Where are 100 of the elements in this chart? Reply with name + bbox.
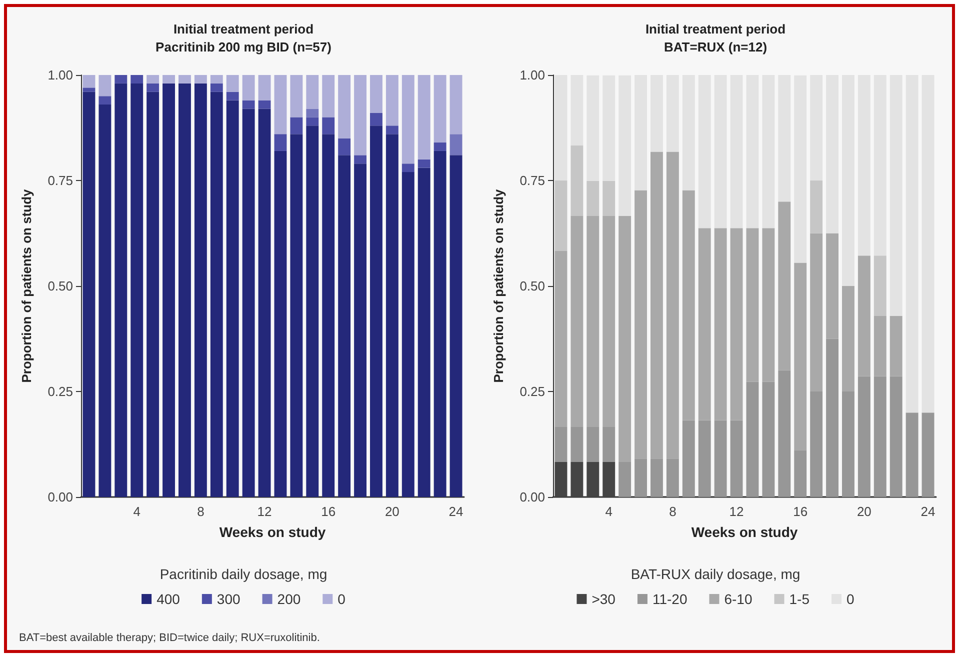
bar	[226, 92, 239, 100]
bar	[570, 216, 584, 427]
bar	[226, 75, 239, 92]
y-tick-label: 0.00	[520, 490, 545, 504]
bar	[570, 145, 584, 216]
bar	[778, 75, 791, 202]
bar	[322, 75, 335, 118]
bar	[178, 75, 191, 84]
bar	[842, 392, 854, 497]
bar	[290, 75, 303, 118]
bar	[194, 83, 207, 497]
bar	[650, 152, 663, 459]
x-tick-label: 4	[605, 504, 612, 519]
bar	[162, 75, 175, 84]
bar	[586, 462, 600, 497]
x-axis-title: Weeks on study	[219, 524, 326, 540]
bar	[82, 88, 96, 92]
bar	[402, 75, 414, 164]
legend-label: 11-20	[652, 591, 688, 607]
bar	[858, 256, 870, 376]
bar	[434, 75, 446, 143]
legend-label: 1-5	[789, 591, 810, 607]
bar	[98, 96, 112, 105]
x-tick-label: 20	[856, 504, 872, 519]
bar	[114, 83, 128, 497]
bar	[338, 138, 351, 156]
bar	[634, 75, 647, 190]
y-tick-label: 0.25	[520, 384, 545, 399]
bar	[434, 142, 446, 151]
x-tick-label: 16	[793, 504, 808, 519]
bar	[306, 75, 319, 109]
bar	[586, 216, 600, 427]
bar	[82, 75, 96, 88]
y-tick-label: 0.00	[48, 490, 73, 504]
bar	[602, 216, 616, 427]
bar	[634, 190, 647, 459]
bar	[730, 75, 743, 228]
text: BAT=best available therapy; BID=twice daily; RUX=ruxolitinib.	[19, 632, 320, 644]
bar	[810, 392, 823, 497]
legend-title: Pacritinib daily dosage, mg	[160, 566, 328, 582]
bar	[386, 134, 398, 497]
bar	[858, 376, 870, 497]
bar	[810, 75, 823, 180]
bar	[242, 108, 255, 497]
bar	[130, 75, 144, 84]
bar	[570, 426, 584, 462]
bar	[650, 75, 663, 152]
bar	[306, 126, 319, 497]
bar	[618, 462, 632, 497]
bar	[762, 228, 775, 382]
x-tick-label: 24	[448, 504, 464, 519]
bar	[922, 412, 934, 497]
bar	[418, 159, 430, 168]
bar	[698, 420, 711, 497]
bar	[890, 376, 902, 497]
bar	[810, 180, 823, 234]
bar	[698, 75, 711, 228]
bar	[162, 83, 175, 497]
bar	[922, 75, 934, 413]
bar	[778, 370, 791, 497]
bar	[258, 108, 271, 497]
bar	[906, 75, 918, 413]
bar	[666, 458, 679, 497]
bar	[290, 134, 303, 497]
bar	[714, 420, 727, 497]
bar	[618, 216, 632, 462]
x-tick-label: 8	[669, 504, 676, 519]
bar	[322, 117, 335, 134]
chart-title: Initial treatment period Pacritinib 200 mg BID (n=57)	[156, 22, 332, 54]
bar	[554, 426, 568, 462]
bar	[210, 92, 223, 497]
x-tick-label: 4	[133, 504, 140, 519]
x-tick-label: 24	[920, 504, 936, 519]
legend-label: 0	[338, 591, 346, 607]
bar	[242, 75, 255, 100]
y-tick-label: 0.25	[48, 384, 73, 399]
bar	[146, 75, 160, 84]
bar	[274, 150, 287, 497]
bar	[794, 450, 807, 497]
bar	[714, 75, 727, 228]
bar	[714, 228, 727, 420]
bar	[602, 462, 616, 497]
bar	[386, 75, 398, 126]
bar	[258, 75, 271, 100]
x-tick-label: 12	[729, 504, 744, 519]
legend-label: >30	[592, 591, 616, 607]
bar	[682, 190, 695, 420]
bar	[450, 134, 462, 156]
bar	[874, 376, 886, 497]
bar	[554, 75, 568, 180]
bar	[370, 112, 382, 126]
bar	[602, 180, 616, 216]
y-tick-label: 0.50	[520, 278, 545, 294]
bar	[554, 462, 568, 497]
bar	[890, 316, 902, 376]
bar	[826, 75, 838, 234]
bar	[842, 286, 854, 392]
bar	[794, 75, 807, 263]
y-tick-label: 1.00	[520, 68, 545, 82]
y-axis-title: Proportion of patients on study	[19, 188, 34, 383]
